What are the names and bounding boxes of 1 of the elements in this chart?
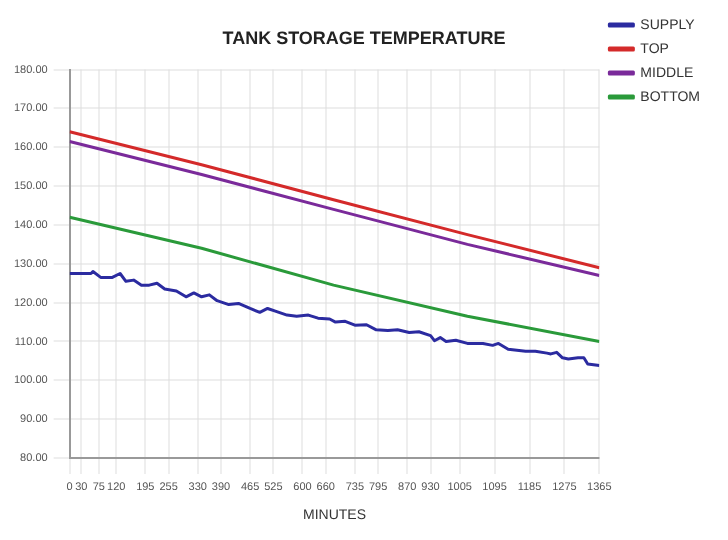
chart-title: TANK STORAGE TEMPERATURE [222,27,506,48]
